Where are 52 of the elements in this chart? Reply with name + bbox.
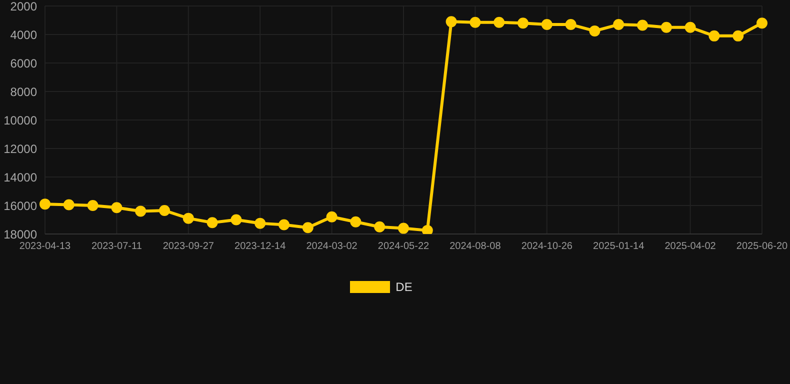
point xyxy=(159,204,170,216)
point xyxy=(565,19,576,30)
point xyxy=(518,18,528,29)
x-tick-label: 2024-10-26 xyxy=(521,241,573,252)
x-tick-label: 2025-04-02 xyxy=(664,241,716,252)
point xyxy=(326,211,338,222)
point xyxy=(541,19,552,30)
y-tick-label: 10000 xyxy=(4,113,38,128)
point xyxy=(254,218,266,229)
point xyxy=(422,224,433,234)
x-tick-label: 2025-01-14 xyxy=(593,241,645,252)
point xyxy=(135,206,146,217)
point xyxy=(278,219,290,230)
point xyxy=(350,216,362,228)
point xyxy=(374,221,386,232)
point xyxy=(637,20,648,31)
point xyxy=(302,222,314,234)
x-tick-label: 2023-04-13 xyxy=(19,241,72,252)
point xyxy=(470,16,481,28)
y-tick-label: 8000 xyxy=(10,84,38,99)
x-tick-label: 2025-06-20 xyxy=(736,241,788,252)
point xyxy=(756,18,768,29)
point xyxy=(206,217,218,228)
y-tick-label: 2000 xyxy=(10,0,38,14)
point xyxy=(398,222,409,234)
point xyxy=(63,199,74,210)
point xyxy=(494,16,505,28)
point xyxy=(732,30,744,42)
x-tick-label: 2024-08-08 xyxy=(450,241,502,252)
point xyxy=(111,202,122,214)
x-tick-label: 2023-12-14 xyxy=(234,241,286,252)
y-tick-label: 14000 xyxy=(4,170,38,184)
y-tick-label: 4000 xyxy=(10,28,38,42)
legend-label: DE xyxy=(396,280,412,294)
point xyxy=(613,19,624,30)
point xyxy=(589,25,600,36)
point xyxy=(684,22,696,33)
point xyxy=(182,212,194,224)
point xyxy=(230,214,242,226)
x-tick-label: 2024-05-22 xyxy=(378,241,430,252)
y-tick-label: 12000 xyxy=(4,142,38,156)
point xyxy=(40,198,50,210)
point xyxy=(446,16,457,28)
x-tick-label: 2023-09-27 xyxy=(162,241,214,252)
x-tick-label: 2024-03-02 xyxy=(306,241,358,252)
y-tick-label: 18000 xyxy=(4,227,38,242)
x-tick-label: 2023-07-11 xyxy=(91,241,142,252)
y-tick-label: 16000 xyxy=(4,198,38,213)
point xyxy=(87,200,98,211)
point xyxy=(660,22,672,33)
point xyxy=(708,30,720,42)
y-tick-label: 6000 xyxy=(10,56,38,70)
